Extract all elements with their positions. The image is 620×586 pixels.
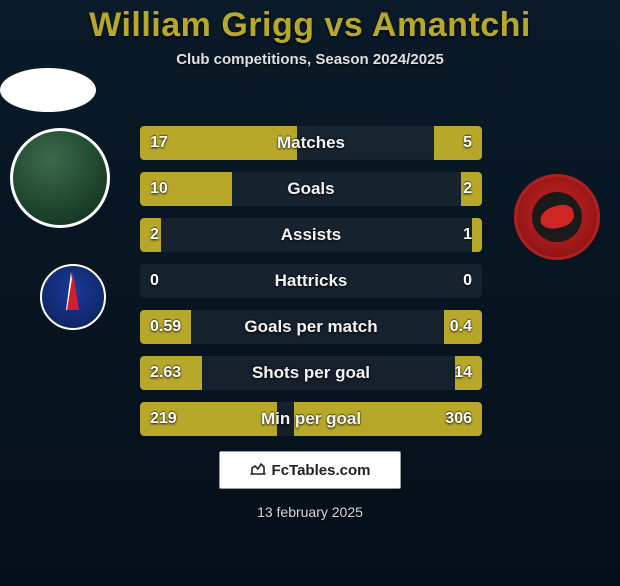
stat-row: Assists2 1 xyxy=(140,218,482,252)
stat-value-left: 0.59 xyxy=(150,310,181,344)
player-left-avatar xyxy=(10,128,110,228)
stat-value-left: 2 xyxy=(150,218,159,252)
chart-icon xyxy=(250,461,266,479)
stat-row: Shots per goal2.63 14 xyxy=(140,356,482,390)
stat-value-right: 5 xyxy=(463,126,472,160)
stat-label: Assists xyxy=(140,218,482,252)
stat-value-left: 10 xyxy=(150,172,168,206)
club-left-icon xyxy=(67,272,79,310)
page-subtitle: Club competitions, Season 2024/2025 xyxy=(0,51,620,68)
stat-value-right: 0 xyxy=(463,264,472,298)
stat-label: Shots per goal xyxy=(140,356,482,390)
stat-value-right: 0.4 xyxy=(450,310,472,344)
player-right-avatar xyxy=(0,68,96,112)
player-left-placeholder xyxy=(13,131,107,225)
source-label: FcTables.com xyxy=(272,462,371,479)
stat-value-right: 2 xyxy=(463,172,472,206)
stat-label: Goals per match xyxy=(140,310,482,344)
stat-label: Matches xyxy=(140,126,482,160)
page-title: William Grigg vs Amantchi xyxy=(0,6,620,45)
stat-row: Min per goal219 306 xyxy=(140,402,482,436)
stat-value-right: 1 xyxy=(463,218,472,252)
source-badge: FcTables.com xyxy=(219,451,401,489)
club-right-icon xyxy=(532,192,582,242)
stat-label: Goals xyxy=(140,172,482,206)
stat-label: Min per goal xyxy=(140,402,482,436)
club-right-badge xyxy=(514,174,600,260)
stat-label: Hattricks xyxy=(140,264,482,298)
stat-value-right: 14 xyxy=(454,356,472,390)
stat-value-left: 0 xyxy=(150,264,159,298)
stat-row: Matches17 5 xyxy=(140,126,482,160)
stat-value-left: 219 xyxy=(150,402,177,436)
comparison-bars: Matches175Goals102Assists21Hattricks00Go… xyxy=(140,126,482,448)
stat-row: Goals10 2 xyxy=(140,172,482,206)
club-left-badge xyxy=(40,264,106,330)
stat-value-left: 17 xyxy=(150,126,168,160)
stat-value-right: 306 xyxy=(445,402,472,436)
stat-row: Goals per match0.59 0.4 xyxy=(140,310,482,344)
stat-row: Hattricks0 0 xyxy=(140,264,482,298)
footer-date: 13 february 2025 xyxy=(0,504,620,520)
stat-value-left: 2.63 xyxy=(150,356,181,390)
